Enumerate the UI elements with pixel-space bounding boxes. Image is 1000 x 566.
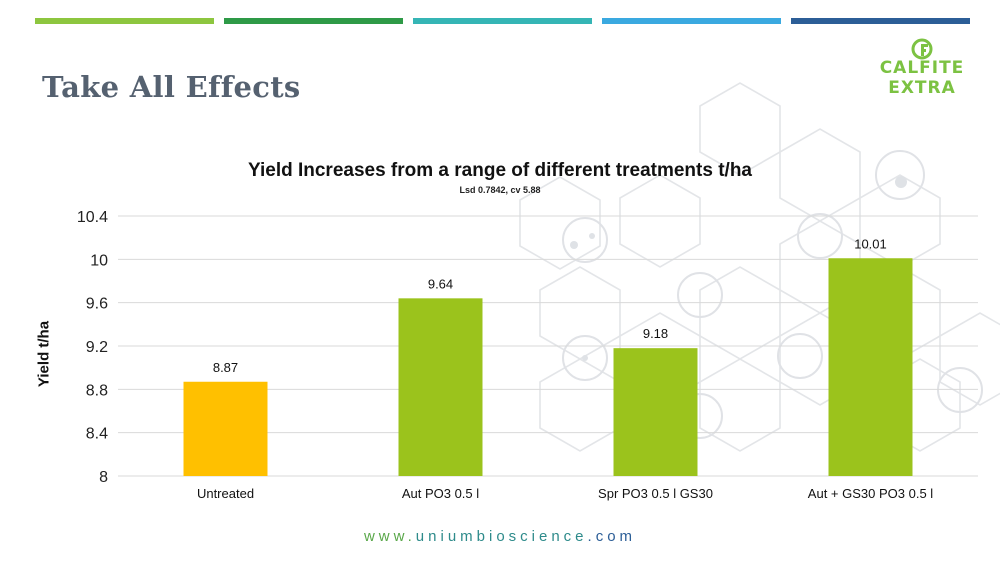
bar bbox=[183, 381, 268, 476]
calfite-extra-logo: CALFITE EXTRA bbox=[870, 36, 974, 102]
data-label: 9.18 bbox=[643, 326, 668, 341]
y-tick-label: 8 bbox=[99, 469, 108, 486]
bar bbox=[398, 298, 483, 476]
x-tick-label: Untreated bbox=[197, 486, 254, 501]
y-tick-label: 10.4 bbox=[77, 209, 108, 226]
y-tick-label: 9.6 bbox=[86, 296, 108, 313]
header-stripe bbox=[224, 18, 403, 24]
y-tick-label: 8.8 bbox=[86, 382, 108, 399]
header-stripe bbox=[35, 18, 214, 24]
data-label: 9.64 bbox=[428, 276, 453, 291]
bar bbox=[828, 258, 913, 476]
website-footer[interactable]: www.uniumbioscience.com bbox=[0, 528, 1000, 545]
x-tick-label: Spr PO3 0.5 l GS30 bbox=[598, 486, 713, 501]
logo-line-1: CALFITE bbox=[879, 58, 965, 78]
x-tick-label: Aut PO3 0.5 l bbox=[402, 486, 479, 501]
slide-title: Take All Effects bbox=[42, 70, 301, 104]
footer-suffix: .com bbox=[587, 528, 637, 545]
logo-line-2: EXTRA bbox=[888, 78, 956, 98]
header-stripe bbox=[602, 18, 781, 24]
y-tick-label: 10 bbox=[90, 252, 108, 269]
header-stripe bbox=[413, 18, 592, 24]
footer-brand: uniumbioscience bbox=[415, 528, 588, 545]
bar bbox=[613, 348, 698, 476]
y-tick-label: 8.4 bbox=[86, 426, 108, 443]
x-tick-label: Aut + GS30 PO3 0.5 l bbox=[808, 486, 933, 501]
logo-mark-icon bbox=[911, 38, 933, 60]
chart-subtitle: Lsd 0.7842, cv 5.88 bbox=[459, 185, 541, 195]
y-tick-label: 9.2 bbox=[86, 339, 108, 356]
data-label: 10.01 bbox=[854, 236, 887, 251]
header-stripe bbox=[791, 18, 970, 24]
header-stripes bbox=[35, 18, 970, 24]
data-label: 8.87 bbox=[213, 360, 238, 375]
chart-title: Yield Increases from a range of differen… bbox=[248, 160, 752, 181]
footer-prefix: www. bbox=[363, 528, 416, 545]
